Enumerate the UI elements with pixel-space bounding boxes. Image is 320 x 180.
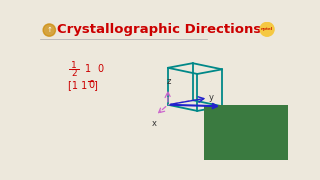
Circle shape — [43, 24, 55, 36]
Text: 1: 1 — [71, 61, 77, 70]
Text: nptel: nptel — [261, 27, 273, 31]
Text: 2: 2 — [71, 69, 77, 78]
Text: ]: ] — [93, 80, 97, 90]
Text: [1 1: [1 1 — [68, 80, 90, 90]
Text: Crystallographic Directions: Crystallographic Directions — [57, 23, 261, 36]
Text: ↑: ↑ — [46, 27, 52, 33]
Circle shape — [260, 22, 274, 36]
Text: 1: 1 — [85, 64, 91, 74]
Text: 0: 0 — [88, 80, 94, 90]
Bar — [204, 105, 288, 160]
Text: z: z — [166, 77, 171, 86]
Text: y: y — [209, 93, 214, 102]
Text: 0: 0 — [97, 64, 103, 74]
Text: x: x — [151, 119, 156, 128]
